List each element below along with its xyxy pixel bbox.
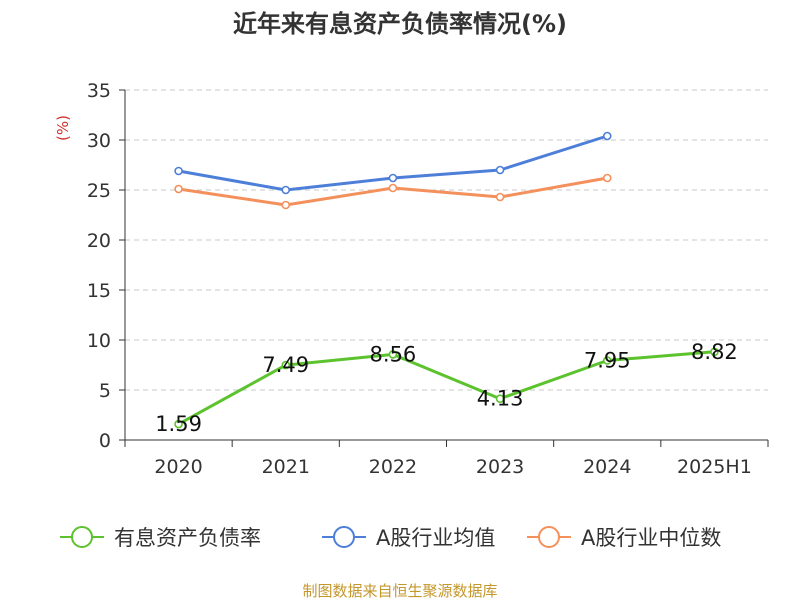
data-point [602, 173, 612, 183]
y-tick-label: 30 [87, 130, 111, 152]
grid-lines [125, 89, 768, 391]
data-point [281, 185, 291, 195]
legend-marker [538, 526, 560, 548]
y-tick-label: 20 [87, 230, 111, 252]
legend: 有息资产负债率 A股行业均值 A股行业中位数 [60, 526, 721, 550]
data-point [388, 173, 398, 183]
data-point [281, 200, 291, 210]
legend-label: 有息资产负债率 [114, 526, 261, 550]
y-axis-label: (%) [54, 115, 72, 141]
data-point [174, 184, 183, 194]
y-tick-label: 10 [87, 330, 111, 352]
legend-item: A股行业均值 [322, 526, 495, 550]
data-point [495, 165, 505, 175]
data-point [388, 183, 398, 193]
data-label: 7.49 [262, 353, 309, 377]
legend-item: A股行业中位数 [527, 526, 721, 550]
axes: 0 5 10 15 20 25 30 35 2020 2021 2022 2023 2024 2025H1 [87, 80, 769, 478]
data-point [710, 347, 719, 357]
data-point [281, 360, 291, 370]
y-tick-label: 0 [99, 430, 111, 452]
legend-label: A股行业中位数 [581, 526, 721, 550]
chart-title: 近年来有息资产负债率情况(%) [233, 10, 567, 38]
data-point [174, 419, 183, 429]
series-layer: 1.59 7.49 8.56 4.13 7.95 8.82 [155, 131, 738, 436]
data-point [388, 350, 398, 359]
x-tick-label: 2024 [583, 456, 631, 478]
y-tick-label: 35 [87, 80, 111, 102]
legend-marker [333, 526, 355, 548]
x-tick-label: 2021 [262, 456, 310, 478]
data-label: 8.82 [691, 340, 738, 364]
series-2 [174, 173, 612, 210]
x-tick-label: 2022 [369, 456, 417, 478]
data-point [174, 166, 183, 176]
data-label: 1.59 [155, 412, 202, 436]
legend-item: 有息资产负债率 [60, 526, 261, 550]
series-line [177, 350, 715, 426]
x-tick-label: 2023 [476, 456, 524, 478]
x-tick-label: 2025H1 [677, 456, 752, 478]
x-tick-label: 2020 [154, 456, 202, 478]
data-label: 7.95 [584, 349, 631, 373]
legend-marker [71, 526, 93, 548]
data-point [495, 192, 505, 202]
data-point [602, 356, 612, 365]
y-tick-label: 5 [99, 380, 111, 402]
y-tick-label: 25 [87, 180, 111, 202]
data-point [495, 394, 505, 404]
series-0: 1.59 7.49 8.56 4.13 7.95 8.82 [155, 340, 738, 436]
data-label: 8.56 [370, 342, 417, 366]
source-footer: 制图数据来自恒生聚源数据库 [302, 582, 497, 600]
legend-label: A股行业均值 [376, 526, 495, 550]
y-tick-label: 15 [87, 280, 111, 302]
data-point [602, 131, 612, 141]
data-label: 4.13 [477, 387, 524, 411]
series-1 [174, 131, 612, 195]
